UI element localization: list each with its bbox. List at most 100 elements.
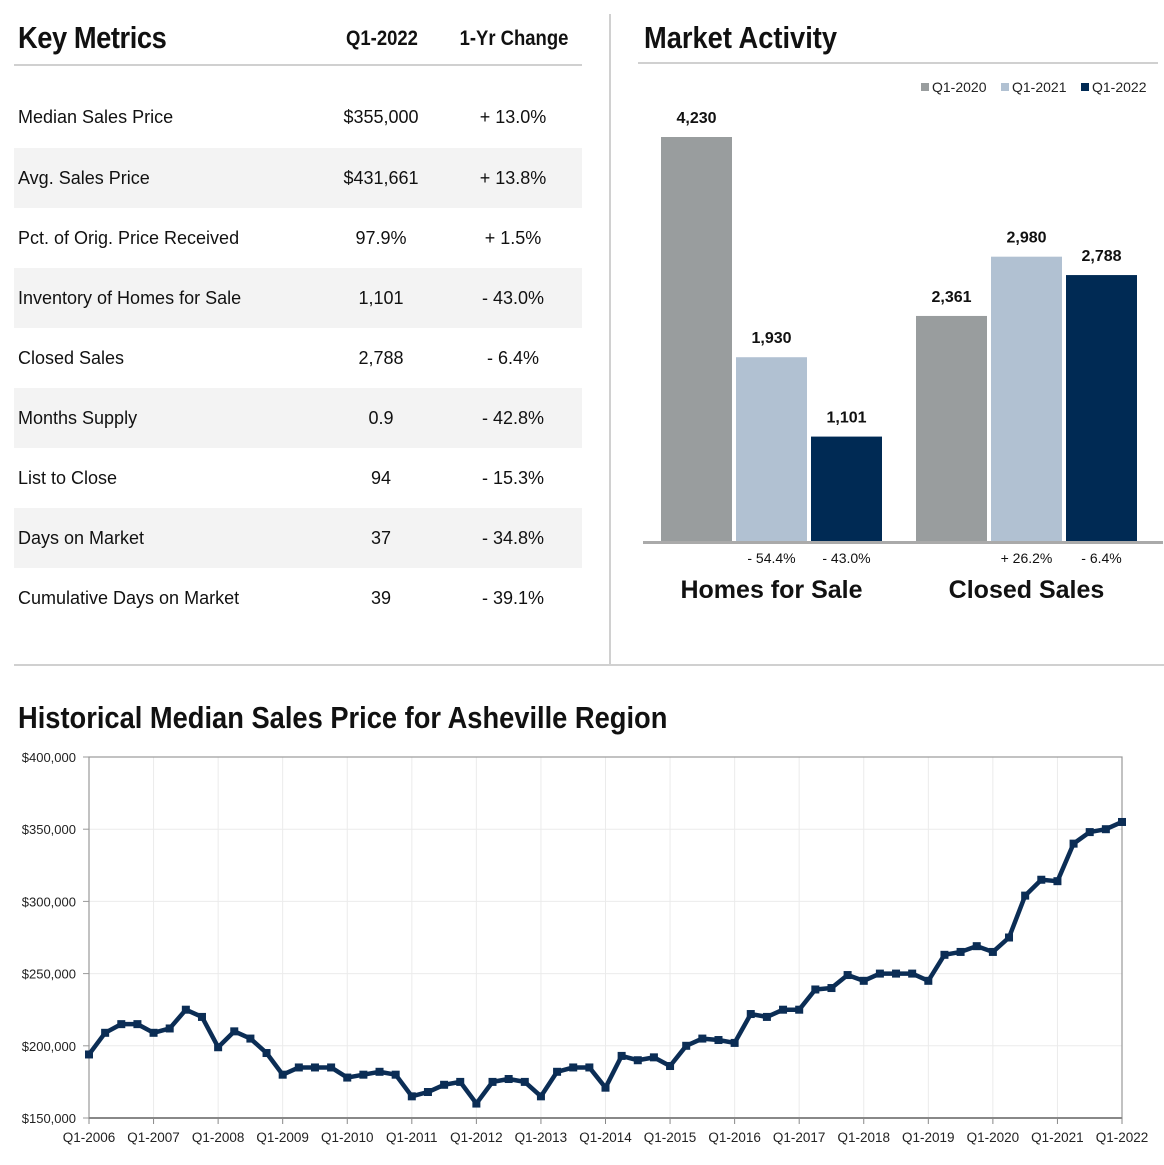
x-tick-label: Q1-2020: [967, 1130, 1020, 1145]
price-point: [1069, 839, 1078, 848]
category-label: Closed Sales: [949, 576, 1105, 604]
x-tick-label: Q1-2013: [515, 1130, 568, 1145]
y-tick-label: $300,000: [22, 894, 76, 909]
bar-value-label: 2,788: [1081, 248, 1121, 265]
price-point: [601, 1083, 610, 1092]
price-point: [666, 1062, 675, 1071]
price-point: [617, 1051, 626, 1060]
price-point: [1037, 875, 1046, 884]
bar-homes-for-sale-q1-2022: [811, 436, 882, 542]
x-tick-label: Q1-2018: [837, 1130, 890, 1145]
bar-closed-sales-q1-2022: [1066, 275, 1137, 542]
metric-value: 94: [370, 468, 392, 488]
price-point: [133, 1020, 142, 1029]
price-point: [117, 1020, 126, 1029]
price-point: [85, 1050, 93, 1059]
metric-row: Median Sales Price $355,000 + 13.0%: [14, 87, 582, 147]
price-point: [956, 947, 965, 956]
price-point: [101, 1028, 110, 1037]
metric-label: Inventory of Homes for Sale: [18, 288, 242, 308]
x-tick-label: Q1-2021: [1031, 1130, 1084, 1145]
price-point: [214, 1043, 223, 1052]
x-tick-label: Q1-2014: [579, 1130, 632, 1145]
price-point: [391, 1070, 400, 1079]
metric-change: - 43.0%: [481, 288, 545, 308]
column-header-change: 1-Yr Change: [459, 27, 569, 50]
x-tick-label: Q1-2012: [450, 1130, 503, 1145]
price-point: [795, 1005, 804, 1014]
price-point: [504, 1075, 513, 1084]
metric-value: 1,101: [358, 288, 404, 308]
price-point: [197, 1012, 206, 1021]
bar-closed-sales-q1-2021: [991, 256, 1062, 542]
price-point: [649, 1053, 658, 1062]
metric-value: $355,000: [343, 107, 419, 127]
market-activity-header-rule: [638, 62, 1158, 64]
metric-value: 0.9: [368, 408, 394, 428]
x-tick-label: Q1-2009: [256, 1130, 309, 1145]
price-point: [1101, 825, 1110, 834]
metric-change: + 13.8%: [479, 168, 547, 188]
bar-value-label: 2,980: [1006, 230, 1046, 247]
x-tick-label: Q1-2019: [902, 1130, 955, 1145]
price-point: [423, 1088, 432, 1097]
price-point: [246, 1034, 255, 1043]
metric-row: Closed Sales 2,788 - 6.4%: [14, 328, 582, 388]
metric-value: $431,661: [343, 168, 419, 188]
price-point: [488, 1077, 497, 1086]
price-point: [698, 1034, 707, 1043]
change-annotation: + 26.2%: [1001, 550, 1053, 566]
metric-row: Days on Market 37 - 34.8%: [14, 508, 582, 568]
y-tick-label: $150,000: [22, 1111, 76, 1126]
price-point: [456, 1077, 465, 1086]
price-point: [262, 1049, 271, 1058]
legend-swatch-q1-2020: [921, 83, 929, 91]
market-activity-title: Market Activity: [644, 20, 838, 55]
legend-swatch-q1-2021: [1001, 83, 1009, 91]
price-point: [149, 1028, 158, 1037]
price-point: [181, 1005, 190, 1014]
price-point: [520, 1077, 529, 1086]
price-point: [1118, 817, 1126, 826]
y-tick-label: $350,000: [22, 822, 76, 837]
metric-label: Median Sales Price: [18, 107, 174, 127]
x-tick-label: Q1-2016: [708, 1130, 761, 1145]
price-point: [343, 1073, 352, 1082]
price-point: [892, 969, 901, 978]
y-tick-label: $250,000: [22, 967, 76, 982]
market-activity-chart: Q1-2020 Q1-2021 Q1-2022 4,230 1,930 1,101 - 54…: [643, 79, 1163, 604]
bar-homes-for-sale-q1-2021: [736, 357, 807, 542]
price-point: [924, 976, 933, 985]
metric-label: Pct. of Orig. Price Received: [18, 228, 240, 248]
key-metrics-header-rule: [14, 14, 582, 66]
x-tick-label: Q1-2011: [386, 1130, 438, 1145]
price-point: [811, 985, 820, 994]
metric-change: - 42.8%: [481, 408, 545, 428]
price-point: [278, 1070, 287, 1079]
change-annotation: - 43.0%: [822, 550, 870, 566]
bar-value-label: 1,930: [751, 330, 791, 347]
metric-change: + 13.0%: [479, 107, 547, 127]
legend-label: Q1-2022: [1092, 79, 1147, 95]
metric-label: Avg. Sales Price: [18, 168, 150, 188]
price-point: [310, 1063, 319, 1072]
horizontal-divider: [14, 664, 1164, 666]
price-point: [1053, 877, 1062, 886]
price-point: [779, 1005, 788, 1014]
metric-row: Cumulative Days on Market 39 - 39.1%: [14, 568, 582, 628]
x-tick-label: Q1-2010: [321, 1130, 374, 1145]
x-tick-label: Q1-2022: [1096, 1130, 1149, 1145]
legend-label: Q1-2020: [932, 79, 987, 95]
metric-value: 39: [370, 588, 392, 608]
price-point: [940, 950, 949, 959]
price-point: [1005, 933, 1014, 942]
price-point: [440, 1080, 449, 1089]
y-tick-label: $400,000: [22, 750, 76, 765]
metric-row: Inventory of Homes for Sale 1,101 - 43.0%: [14, 268, 582, 328]
x-tick-label: Q1-2008: [192, 1130, 245, 1145]
price-point: [682, 1041, 691, 1050]
price-point: [1021, 891, 1030, 900]
price-point: [633, 1056, 642, 1065]
metric-change: - 6.4%: [486, 348, 540, 368]
price-point: [553, 1067, 562, 1076]
